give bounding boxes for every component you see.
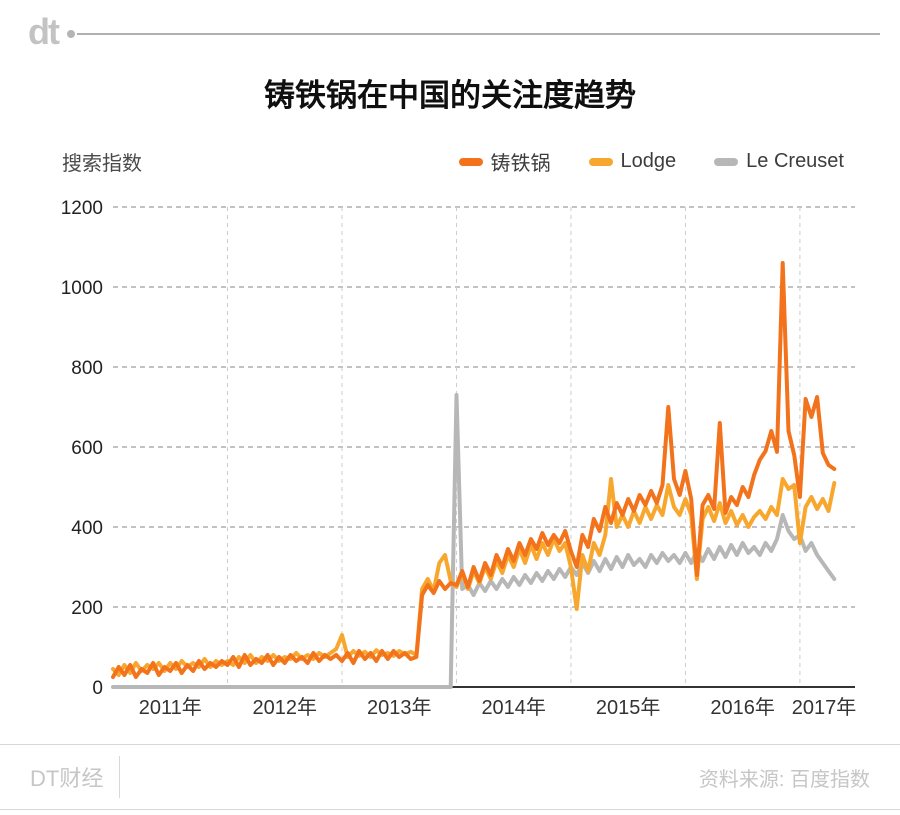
y-tick-label: 0 xyxy=(92,678,103,699)
legend-item-Le Creuset: Le Creuset xyxy=(714,150,844,173)
x-tick-label: 2015年 xyxy=(596,696,661,719)
legend-label: Le Creuset xyxy=(746,150,844,172)
chart-area: 0 200 400 600 800 1000 1200 2011年 2012年 2013年 2014… xyxy=(0,190,900,746)
brand: DT财经 xyxy=(30,766,104,791)
y-tick-label: 400 xyxy=(71,518,103,539)
footer: DT财经 资料来源: 百度指数 xyxy=(0,744,900,810)
legend-swatch-icon xyxy=(588,157,613,166)
x-tick-label: 2013年 xyxy=(367,696,432,719)
x-tick-label: 2017年 xyxy=(792,696,857,719)
header: dt xyxy=(28,12,880,56)
footer-divider xyxy=(119,756,121,798)
y-axis-label: 搜索指数 xyxy=(62,153,142,175)
legend-item-铸铁锅: 铸铁锅 xyxy=(458,147,551,176)
legend-label: Lodge xyxy=(620,150,677,172)
legend-row: 搜索指数 铸铁锅 Lodge Le Creuset xyxy=(62,147,844,176)
x-tick-label: 2012年 xyxy=(252,696,317,719)
x-tick-label: 2011年 xyxy=(139,696,202,719)
y-tick-label: 600 xyxy=(71,438,103,459)
legend-label: 铸铁锅 xyxy=(490,153,551,175)
y-tick-label: 800 xyxy=(71,358,103,379)
legend-swatch-icon xyxy=(458,157,483,166)
y-tick-label: 1000 xyxy=(61,278,103,299)
source-note: 资料来源: 百度指数 xyxy=(698,768,870,791)
dt-logo: dt xyxy=(28,11,60,52)
y-tick-label: 1200 xyxy=(61,198,103,219)
logo-rule xyxy=(76,33,880,35)
x-tick-label: 2016年 xyxy=(710,696,775,719)
legend: 铸铁锅 Lodge Le Creuset xyxy=(458,147,844,176)
series-line-铸铁锅 xyxy=(111,261,837,679)
series-line-Le Creuset xyxy=(111,393,837,689)
chart-title: 铸铁锅在中国的关注度趋势 xyxy=(264,78,636,113)
logo-dot-icon xyxy=(66,30,75,38)
legend-swatch-icon xyxy=(714,157,739,166)
x-tick-label: 2014年 xyxy=(481,696,546,719)
y-tick-label: 200 xyxy=(71,598,103,619)
legend-item-Lodge: Lodge xyxy=(588,150,677,173)
line-chart-svg: 0 200 400 600 800 1000 1200 2011年 2012年 2013年 2014… xyxy=(61,198,857,719)
